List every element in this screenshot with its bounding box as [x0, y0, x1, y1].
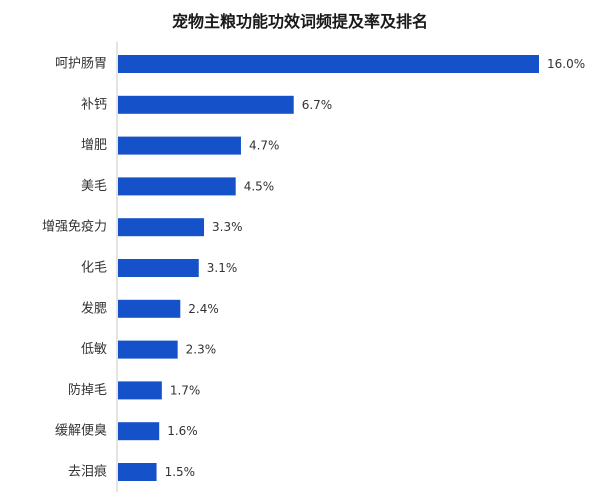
category-label: 去泪痕: [68, 464, 107, 480]
bar-row: 增肥 4.7%: [81, 136, 280, 155]
bar-row: 去泪痕 1.5%: [68, 463, 195, 481]
bar: [118, 299, 181, 318]
category-label: 缓解便臭: [55, 424, 107, 439]
chart-title: 宠物主粮功能功效词频提及率及排名: [171, 12, 428, 31]
value-label: 1.7%: [170, 383, 201, 397]
value-label: 2.3%: [186, 343, 217, 357]
category-label: 增肥: [81, 138, 107, 153]
bar: [118, 259, 199, 277]
category-label: 防掉毛: [68, 382, 107, 398]
bar-row: 补钙 6.7%: [81, 95, 333, 114]
value-label: 1.5%: [165, 465, 196, 479]
category-label: 化毛: [81, 261, 107, 276]
category-label: 低敏: [81, 342, 107, 357]
value-label: 3.1%: [207, 261, 238, 275]
bar: [118, 55, 539, 73]
bar: [118, 340, 178, 359]
value-label: 3.3%: [212, 220, 243, 234]
bar: [118, 381, 162, 400]
category-label: 增强免疫力: [42, 219, 107, 235]
bar-row: 发腮 2.4%: [81, 299, 219, 318]
bar-row: 化毛 3.1%: [81, 259, 237, 277]
bar: [118, 177, 236, 196]
value-label: 1.6%: [167, 424, 198, 438]
value-label: 4.7%: [249, 139, 280, 153]
bar-row: 增强免疫力 3.3%: [42, 218, 243, 237]
bar-row: 缓解便臭 1.6%: [55, 422, 198, 441]
bar: [118, 422, 160, 441]
category-label: 呵护肠胃: [55, 57, 107, 72]
value-label: 16.0%: [547, 57, 585, 71]
value-label: 2.4%: [188, 302, 219, 316]
bar: [118, 463, 157, 481]
bar-row: 防掉毛 1.7%: [68, 381, 201, 400]
bar-row: 美毛 4.5%: [81, 177, 275, 196]
bar: [118, 95, 294, 114]
value-label: 6.7%: [302, 98, 333, 112]
category-label: 补钙: [81, 97, 107, 112]
category-label: 美毛: [81, 179, 107, 194]
value-label: 4.5%: [244, 179, 275, 193]
bar-row: 呵护肠胃 16.0%: [55, 55, 585, 73]
bar: [118, 218, 205, 237]
bar-row: 低敏 2.3%: [81, 340, 217, 359]
bar: [118, 136, 241, 155]
category-label: 发腮: [81, 300, 107, 316]
